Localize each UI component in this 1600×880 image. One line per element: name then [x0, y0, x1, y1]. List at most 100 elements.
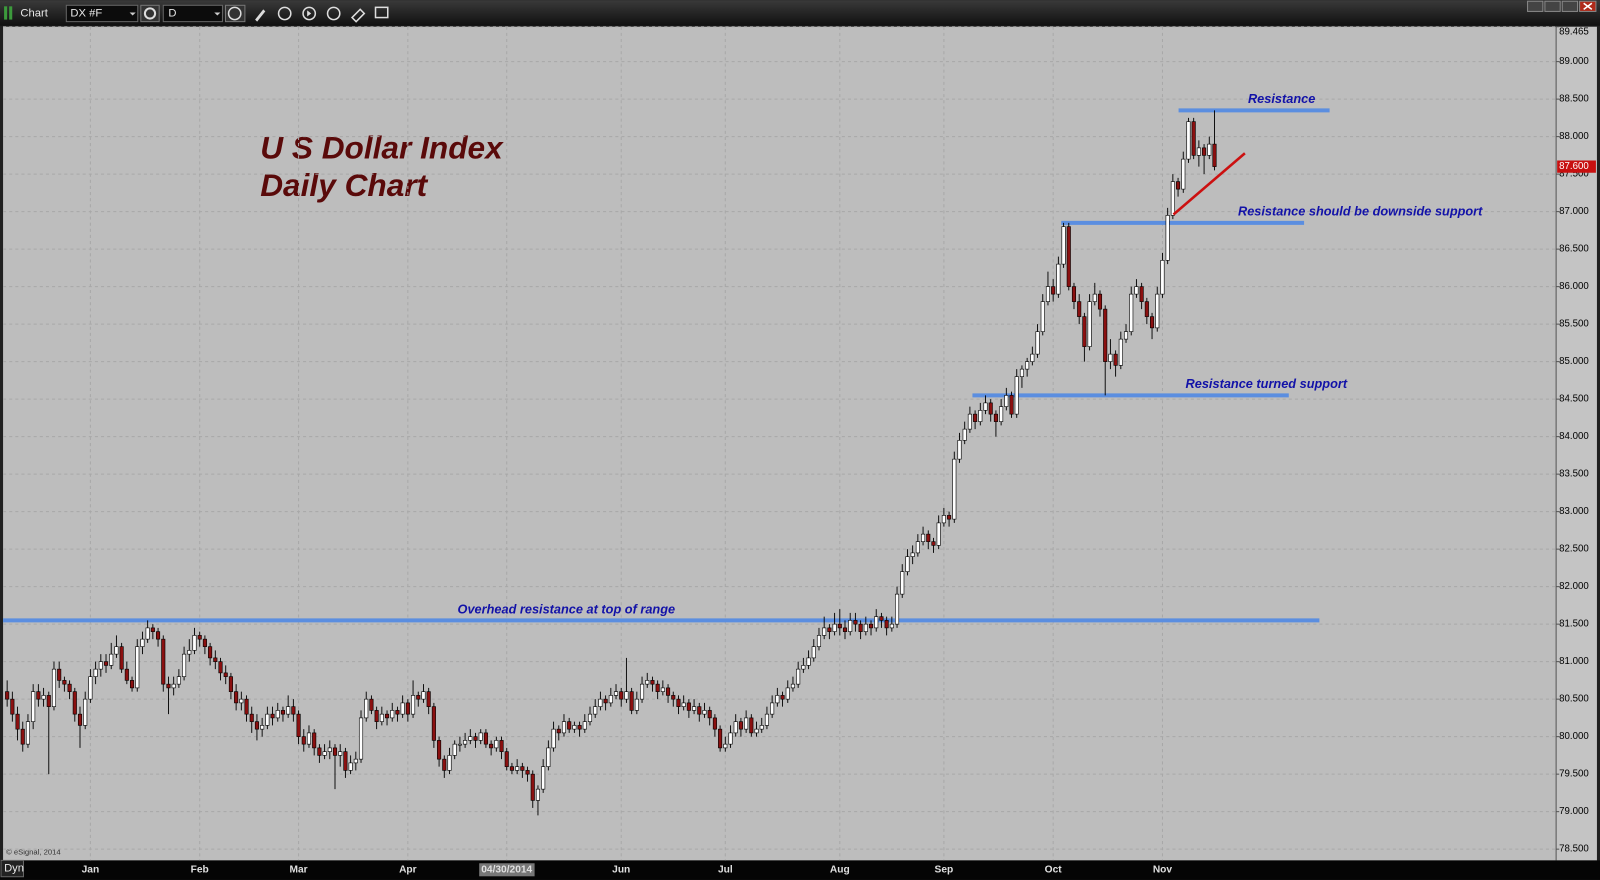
- candle-body: [676, 698, 681, 707]
- candle-body: [385, 713, 390, 719]
- candle-body: [301, 736, 306, 745]
- candle-body: [874, 616, 879, 629]
- candle-body: [93, 668, 98, 677]
- mode[interactable]: Dyn: [4, 863, 24, 875]
- candle-body: [999, 406, 1004, 422]
- candle-body: [613, 691, 619, 696]
- play-tool[interactable]: [302, 6, 317, 21]
- candle-body: [98, 661, 103, 670]
- candle-body: [1051, 286, 1056, 295]
- candle-body: [187, 650, 192, 655]
- candle-body: [286, 706, 291, 715]
- candle-body: [900, 571, 905, 595]
- candle-body: [764, 713, 769, 726]
- comment-tool[interactable]: [374, 6, 389, 19]
- toolbar: [0, 0, 1600, 26]
- candle-body: [379, 713, 384, 722]
- candle-body: [1123, 331, 1129, 340]
- mode-box[interactable]: [0, 859, 24, 878]
- candle-body: [176, 676, 181, 685]
- candle-body: [671, 695, 676, 700]
- candle-body: [785, 687, 790, 700]
- candle-body: [775, 695, 780, 704]
- candle-body: [338, 751, 343, 756]
- candle-body: [358, 717, 364, 760]
- candle-body: [551, 728, 556, 749]
- candle-body: [541, 766, 546, 790]
- candle-body: [25, 721, 31, 745]
- candle-body: [504, 751, 509, 767]
- restore-button[interactable]: [1527, 0, 1544, 12]
- candle-body: [640, 683, 645, 700]
- annotation: Resistance: [1248, 91, 1315, 106]
- candle-body: [842, 627, 848, 632]
- candle-body: [718, 728, 723, 749]
- x-tick-label: 04/30/2014: [481, 864, 532, 875]
- interval-box[interactable]: [162, 4, 223, 23]
- y-tick-label: 87.500: [1559, 169, 1589, 180]
- candle-body: [666, 687, 671, 696]
- candle-body: [431, 706, 436, 741]
- candle-body: [598, 698, 603, 707]
- play-icon: [307, 10, 312, 17]
- maximize-button[interactable]: [1561, 0, 1579, 12]
- candle-body: [1176, 181, 1181, 190]
- cycle-tool[interactable]: [277, 6, 292, 21]
- pencil-tool[interactable]: [255, 9, 266, 22]
- candle-body: [31, 691, 36, 722]
- trend-line: [1172, 152, 1246, 216]
- interval[interactable]: D: [168, 7, 176, 19]
- candle-body: [1066, 226, 1071, 287]
- candle-body: [1025, 361, 1030, 370]
- candle-body: [275, 710, 280, 719]
- candle-body: [1071, 286, 1077, 302]
- minimize-button[interactable]: [1544, 0, 1561, 12]
- x-tick-label: Apr: [399, 864, 417, 875]
- candle-body: [738, 721, 743, 730]
- candle-body: [1155, 293, 1160, 329]
- candle-body: [234, 691, 239, 704]
- candle-body: [156, 631, 161, 640]
- candle-body: [962, 428, 967, 441]
- candle-body: [723, 743, 728, 749]
- candle-body: [1082, 316, 1087, 347]
- candle-body: [1191, 121, 1196, 156]
- y-tick-label: 82.500: [1559, 544, 1589, 555]
- candle-body: [1134, 286, 1139, 295]
- candle-body: [36, 691, 41, 700]
- settings-button[interactable]: [140, 4, 160, 23]
- candle-body: [712, 717, 717, 730]
- candle-body: [46, 695, 51, 707]
- candle-body: [478, 732, 483, 741]
- candle-body: [879, 616, 884, 621]
- candle-body: [228, 676, 233, 692]
- eraser-tool[interactable]: [350, 8, 366, 23]
- y-tick-label: 83.000: [1559, 506, 1589, 517]
- symbol[interactable]: DX #F: [70, 7, 102, 19]
- candle-body: [421, 691, 426, 700]
- candle-body: [483, 732, 488, 745]
- candle-body: [51, 668, 57, 707]
- candle-body: [863, 623, 868, 632]
- y-tick-label: 88.000: [1559, 131, 1589, 142]
- annotation: Resistance should be downside support: [1238, 204, 1483, 219]
- close-icon: [1583, 2, 1593, 10]
- candle-body: [103, 661, 109, 666]
- candle-body: [369, 698, 374, 711]
- candle-body: [254, 721, 259, 730]
- candle-body: [603, 698, 608, 704]
- y-tick-label: 85.000: [1559, 356, 1589, 367]
- candle-body: [182, 653, 187, 677]
- candle-body: [348, 762, 353, 771]
- candle-body: [1160, 260, 1165, 295]
- symbol-box[interactable]: [65, 4, 139, 23]
- candle-body: [770, 702, 775, 715]
- candle-body: [593, 706, 598, 715]
- candle-body: [801, 665, 806, 670]
- zoom-tool[interactable]: [326, 6, 341, 21]
- candle-body: [744, 717, 749, 730]
- candle-body: [884, 620, 889, 629]
- candle-body: [624, 691, 629, 700]
